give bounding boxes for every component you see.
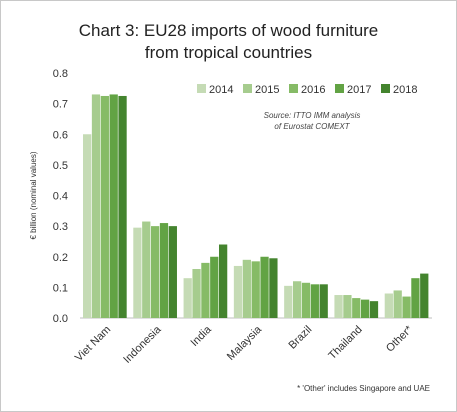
x-category-label: Indonesia	[121, 323, 164, 366]
bar-india-2017	[210, 256, 219, 318]
y-tick-label: 0.4	[53, 191, 68, 203]
chart-footnote: * 'Other' includes Singapore and UAE	[297, 384, 430, 393]
legend-swatch-2016	[289, 84, 298, 93]
y-tick-label: 0.8	[53, 68, 68, 80]
bar-thailand-2015	[343, 295, 352, 318]
chart-title-line-1: Chart 3: EU28 imports of wood furniture	[78, 21, 379, 40]
bar-brazil-2017	[310, 284, 319, 318]
x-category-label: Thailand	[326, 324, 364, 362]
bar-brazil-2014	[284, 285, 293, 318]
x-category-label: Viet Nam	[73, 324, 113, 364]
bar-thailand-2016	[352, 298, 361, 318]
bar-brazil-2018	[319, 284, 328, 318]
source-line-1: Source: ITTO IMM analysis	[263, 111, 361, 120]
y-tick-label: 0.3	[53, 221, 68, 233]
bar-india-2016	[201, 262, 210, 318]
bar-other-2016	[402, 296, 411, 318]
y-tick-label: 0.7	[53, 99, 68, 111]
legend-label-2015: 2015	[255, 84, 279, 96]
bar-indonesia-2014	[133, 227, 142, 318]
bar-indonesia-2015	[142, 221, 151, 318]
legend-swatch-2014	[197, 84, 206, 93]
bar-viet-nam-2017	[109, 94, 118, 318]
bar-india-2015	[192, 269, 201, 318]
bar-malaysia-2017	[260, 256, 269, 318]
bar-indonesia-2016	[151, 226, 160, 318]
bar-indonesia-2017	[159, 223, 169, 318]
legend-label-2014: 2014	[209, 84, 233, 96]
bar-viet-nam-2014	[83, 134, 92, 318]
chart-title-line-2: from tropical countries	[144, 43, 313, 62]
bar-brazil-2015	[293, 281, 302, 318]
x-category-label: India	[188, 323, 214, 349]
bar-india-2018	[219, 244, 228, 318]
bar-viet-nam-2015	[91, 94, 101, 318]
bar-thailand-2018	[369, 301, 379, 318]
bar-brazil-2016	[301, 282, 311, 318]
legend-swatch-2017	[335, 84, 344, 93]
bar-viet-nam-2016	[100, 95, 109, 318]
bar-thailand-2017	[361, 299, 370, 318]
legend-label-2017: 2017	[347, 84, 371, 96]
bar-india-2014	[183, 278, 192, 318]
bar-other-2017	[411, 278, 420, 318]
x-category-label: Malaysia	[225, 323, 265, 363]
bar-other-2014	[384, 293, 393, 318]
y-tick-label: 0.0	[53, 313, 68, 325]
bar-viet-nam-2018	[118, 95, 127, 318]
legend-label-2018: 2018	[393, 84, 417, 96]
legend-label-2016: 2016	[301, 84, 325, 96]
legend-swatch-2018	[381, 84, 390, 93]
source-line-2: of Eurostat COMEXT	[274, 122, 350, 131]
bar-indonesia-2018	[168, 226, 177, 318]
legend-swatch-2015	[243, 84, 252, 93]
bar-malaysia-2015	[242, 259, 251, 318]
y-tick-label: 0.6	[53, 129, 68, 141]
bar-malaysia-2014	[233, 265, 243, 318]
y-tick-label: 0.2	[53, 252, 68, 264]
bar-other-2018	[420, 273, 429, 318]
chart-source-note: Source: ITTO IMM analysis of Eurostat CO…	[232, 110, 392, 132]
bar-malaysia-2016	[251, 261, 260, 318]
y-axis-title: € billion (nominal values)	[29, 151, 38, 239]
x-category-label: Other*	[384, 323, 415, 354]
y-tick-label: 0.1	[53, 282, 68, 294]
x-category-label: Brazil	[286, 324, 314, 352]
bar-thailand-2014	[334, 295, 343, 318]
bar-malaysia-2018	[269, 258, 278, 318]
y-tick-label: 0.5	[53, 160, 68, 172]
chart-title: Chart 3: EU28 imports of wood furniture …	[0, 20, 457, 64]
bar-other-2015	[393, 290, 402, 318]
